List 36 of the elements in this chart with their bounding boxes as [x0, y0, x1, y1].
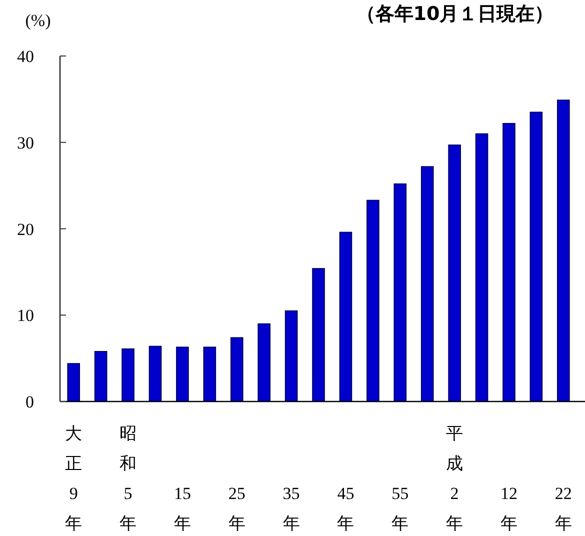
x-tick-label: 25年 — [228, 484, 246, 533]
x-tick-label: 昭和5年 — [120, 424, 137, 533]
bar — [556, 100, 570, 402]
bar — [67, 363, 80, 402]
x-tick-label: 35年 — [282, 484, 300, 533]
bar — [312, 268, 325, 402]
bar — [366, 200, 380, 402]
y-tick-label: 20 — [17, 220, 34, 239]
y-tick-label: 30 — [17, 133, 34, 152]
bar — [394, 183, 407, 402]
bar — [148, 346, 162, 402]
x-tick-label: 15年 — [174, 484, 191, 533]
x-tick-label: 平成2年 — [446, 424, 464, 533]
x-tick-label: 45年 — [337, 484, 354, 533]
x-tick-label: 22年 — [554, 484, 572, 533]
y-axis-title: (%) — [25, 11, 51, 30]
bar — [502, 122, 516, 402]
y-tick-label: 10 — [17, 306, 34, 326]
bar — [475, 133, 488, 402]
x-tick-label: 大正9年 — [65, 424, 82, 533]
x-tick-label: 12年 — [500, 484, 518, 533]
y-tick-label: 40 — [17, 47, 34, 66]
bar — [258, 323, 270, 402]
chart-subtitle: （各年10月１日現在） — [356, 3, 554, 25]
bar — [230, 337, 244, 402]
bar — [339, 232, 352, 402]
bar — [94, 351, 108, 402]
bar — [122, 348, 134, 402]
bar — [530, 112, 543, 402]
bar — [203, 346, 216, 402]
bar — [176, 346, 189, 402]
bar — [420, 166, 434, 402]
x-tick-label: 55年 — [392, 484, 409, 533]
bar — [284, 310, 298, 402]
y-tick-label: 0 — [26, 392, 34, 412]
bar — [448, 144, 461, 402]
